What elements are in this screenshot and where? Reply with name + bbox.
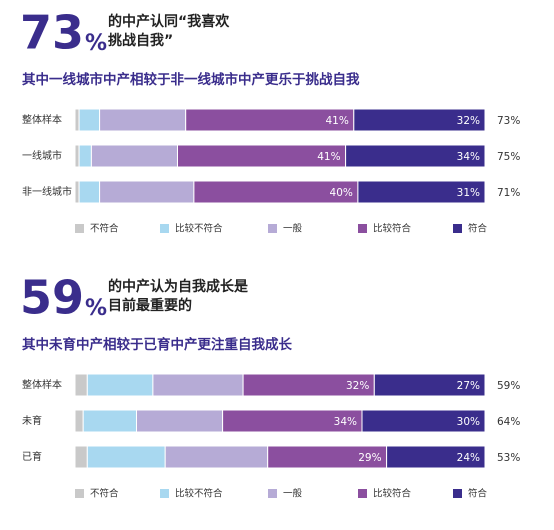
bar-segment [74, 108, 80, 132]
legend-label: 符合 [468, 223, 488, 235]
bar-segment [353, 108, 486, 132]
legend-label: 比较符合 [373, 488, 412, 500]
total-label: 53% [497, 452, 520, 464]
legend-swatch [268, 224, 277, 233]
headline-text: 挑战自我” [108, 32, 173, 49]
bar-segment [74, 445, 88, 469]
bar-segment [136, 409, 224, 433]
bar-segment [361, 409, 486, 433]
category-label: 一线城市 [22, 149, 62, 162]
legend-label: 符合 [468, 488, 488, 500]
legend-swatch [75, 224, 84, 233]
value-label: 31% [457, 187, 480, 199]
value-label: 32% [346, 380, 369, 392]
value-label: 32% [457, 115, 480, 127]
value-label: 40% [330, 187, 353, 199]
legend-swatch [75, 489, 84, 498]
legend-swatch [358, 489, 367, 498]
bar-segment [74, 144, 80, 168]
chart-subtitle: 其中未育中产相较于已育中产更注重自我成长 [22, 336, 292, 353]
value-label: 41% [317, 151, 340, 163]
bar-segment [82, 409, 137, 433]
category-label: 整体样本 [22, 113, 62, 126]
bar-segment [78, 144, 92, 168]
value-label: 34% [457, 151, 480, 163]
bar-segment [74, 409, 84, 433]
value-label: 27% [457, 380, 480, 392]
bar-segment [99, 180, 195, 204]
total-label: 71% [497, 187, 520, 199]
legend-swatch [160, 489, 169, 498]
legend-swatch [453, 224, 462, 233]
total-label: 59% [497, 380, 520, 392]
headline-text: 的中产认为自我成长是 [108, 278, 249, 295]
legend-swatch [358, 224, 367, 233]
legend-label: 一般 [283, 488, 303, 500]
bar-segment [357, 180, 486, 204]
legend-label: 不符合 [90, 488, 119, 500]
legend-swatch [453, 489, 462, 498]
value-label: 24% [457, 452, 480, 464]
bar-segment [373, 373, 486, 397]
category-label: 已育 [22, 450, 42, 463]
total-label: 64% [497, 416, 520, 428]
value-label: 29% [358, 452, 381, 464]
value-label: 30% [457, 416, 480, 428]
headline-unit: % [85, 296, 107, 321]
category-label: 未育 [22, 414, 42, 427]
bar-segment [345, 144, 486, 168]
chart-panel: 73 %的中产认同“我喜欢挑战自我”其中一线城市中产相较于非一线城市中产更乐于挑战… [20, 6, 520, 235]
bar-segment [86, 373, 154, 397]
legend-label: 比较不符合 [175, 488, 223, 500]
bar-segment [78, 180, 101, 204]
headline-number: 73 [20, 6, 84, 60]
chart-panel: 59 %的中产认为自我成长是目前最重要的其中未育中产相较于已育中产更注重自我成长整… [20, 271, 520, 500]
total-label: 75% [497, 151, 520, 163]
total-label: 73% [497, 115, 520, 127]
bar-segment [90, 144, 178, 168]
bar-segment [164, 445, 269, 469]
bar-segment [152, 373, 244, 397]
bar-segment [74, 373, 88, 397]
bar-segment [74, 180, 80, 204]
bar-segment [86, 445, 166, 469]
category-label: 整体样本 [22, 378, 62, 391]
value-label: 41% [325, 115, 348, 127]
legend-label: 比较符合 [373, 223, 412, 235]
headline-text: 的中产认同“我喜欢 [108, 13, 230, 30]
legend-label: 比较不符合 [175, 223, 223, 235]
bar-segment [386, 445, 486, 469]
headline-text: 目前最重要的 [108, 297, 192, 314]
category-label: 非一线城市 [22, 185, 72, 198]
legend-swatch [160, 224, 169, 233]
headline-unit: % [85, 31, 107, 56]
legend-swatch [268, 489, 277, 498]
value-label: 34% [334, 416, 357, 428]
legend-label: 不符合 [90, 223, 119, 235]
legend-label: 一般 [283, 223, 303, 235]
headline-number: 59 [20, 271, 84, 325]
bar-segment [78, 108, 101, 132]
chart-subtitle: 其中一线城市中产相较于非一线城市中产更乐于挑战自我 [22, 71, 360, 88]
bar-segment [99, 108, 187, 132]
